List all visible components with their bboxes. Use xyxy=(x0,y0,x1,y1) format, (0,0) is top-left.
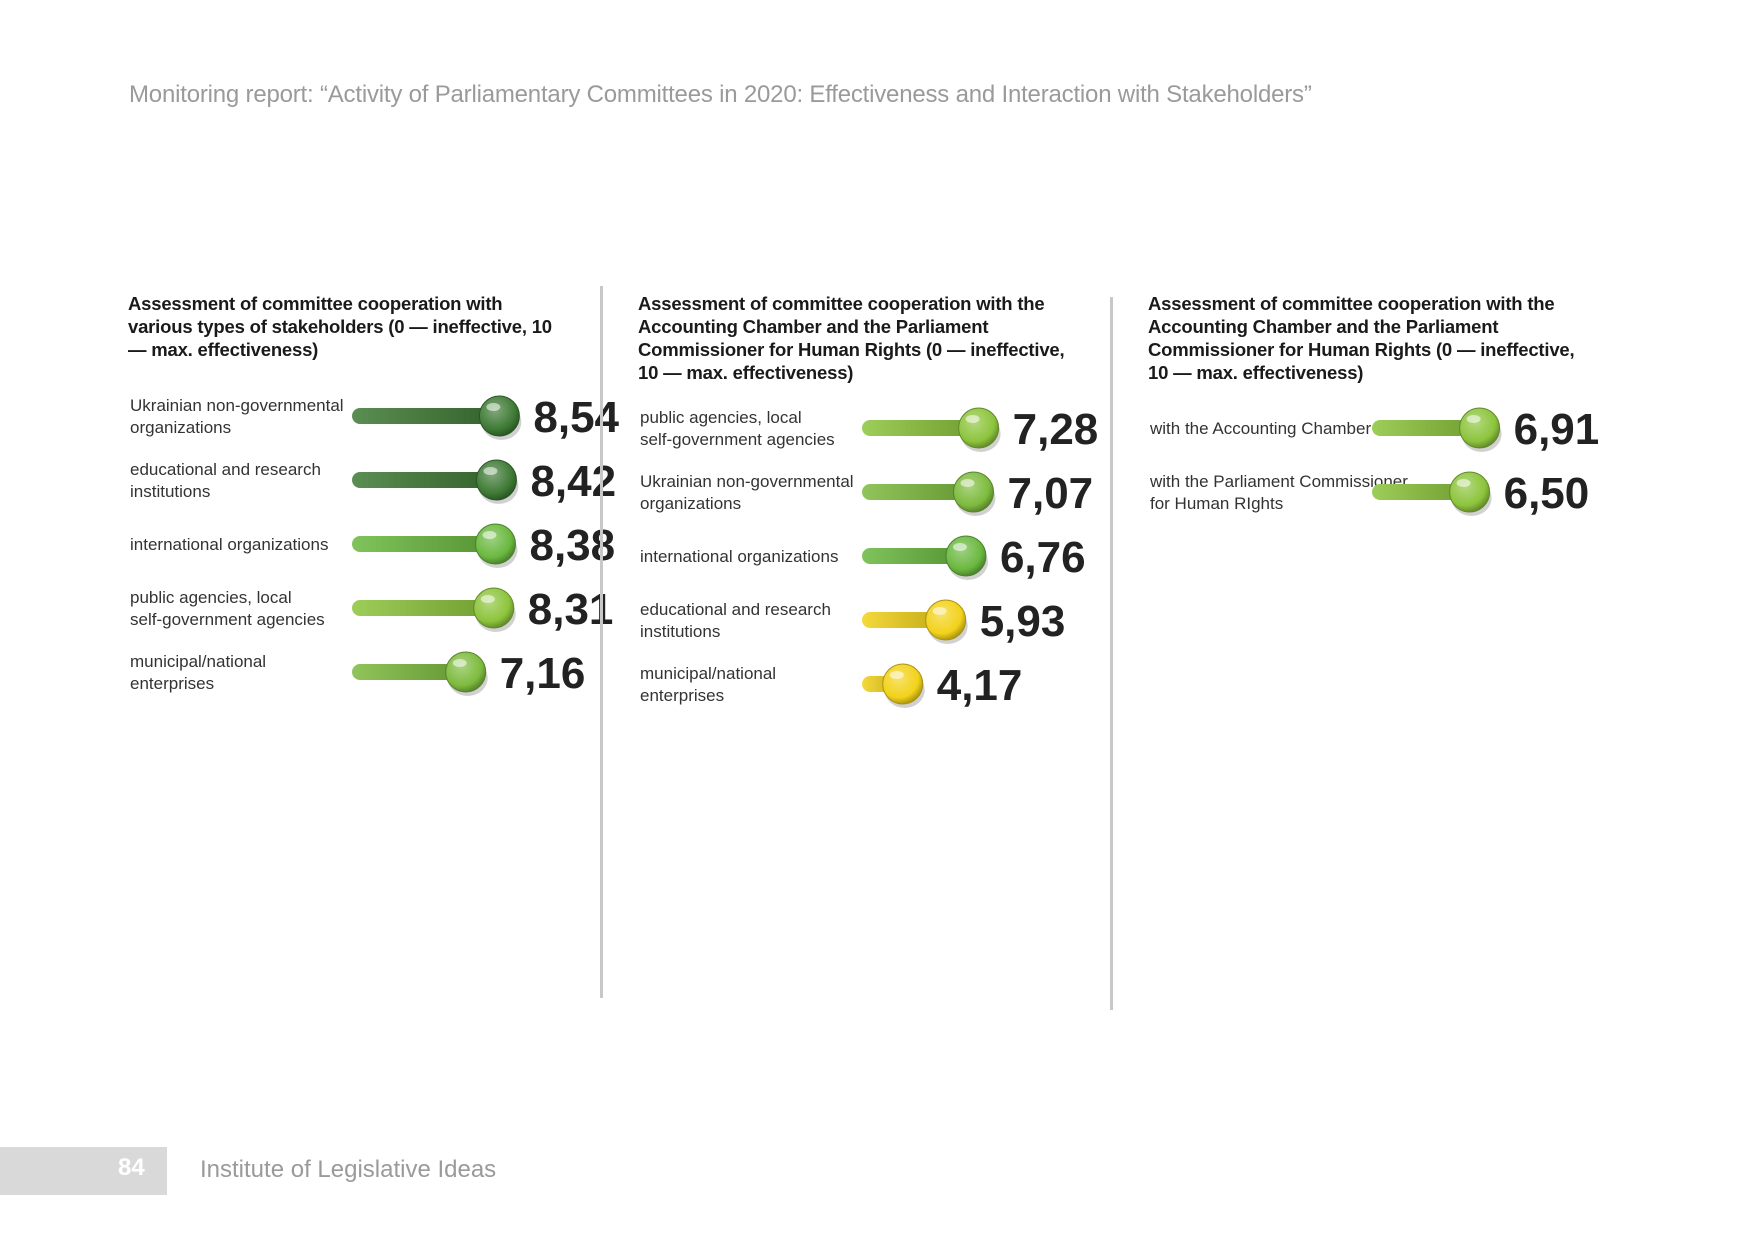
category-label: public agencies, local self-government ag… xyxy=(130,588,325,629)
category-label: Ukrainian non-governmental organizations xyxy=(130,396,344,437)
bar-knob xyxy=(953,471,995,513)
page-number: 84 xyxy=(118,1154,145,1181)
value-label: 8,42 xyxy=(530,457,616,506)
category-label: international organizations xyxy=(130,535,328,554)
bar-knob xyxy=(945,535,987,577)
bar-knob xyxy=(474,523,516,565)
bar-knob xyxy=(475,459,517,501)
bar xyxy=(862,548,966,564)
bar xyxy=(352,536,496,552)
bar-knob-highlight xyxy=(483,467,498,475)
bar-knob-highlight xyxy=(452,659,467,667)
chart-accounting-vs-commissioner-svg: with the Accounting Chamber 6,91 with the … xyxy=(1149,405,1599,518)
chart-accounting-commissioner-svg: public agencies, local self-government ag… xyxy=(640,405,1098,710)
column-divider xyxy=(1110,297,1113,1010)
bar xyxy=(352,472,497,488)
bar-knob xyxy=(882,663,924,705)
bar-knob xyxy=(958,407,1000,449)
bar-knob-highlight xyxy=(1456,479,1471,487)
value-label: 5,93 xyxy=(980,597,1066,646)
category-label: Ukrainian non-governmental organizations xyxy=(640,472,854,513)
bar-knob xyxy=(445,651,487,693)
report-header: Monitoring report: “Activity of Parliame… xyxy=(129,81,1312,108)
category-label: with the Parliament Commissioner for Huma… xyxy=(1149,472,1408,513)
bar xyxy=(352,664,466,680)
category-label: with the Accounting Chamber xyxy=(1149,419,1371,438)
value-label: 8,31 xyxy=(528,585,614,634)
bar-knob-highlight xyxy=(932,607,947,615)
chart-accounting-vs-commissioner: Assessment of committee cooperation with… xyxy=(1148,292,1599,518)
bar-knob xyxy=(1459,407,1501,449)
bar xyxy=(862,612,946,628)
bar-knob-highlight xyxy=(889,671,904,679)
chart-title: Assessment of committee cooperation with… xyxy=(638,293,1065,383)
chart-title: Assessment of committee cooperation with… xyxy=(128,293,552,360)
bar xyxy=(862,420,979,436)
bar-knob-highlight xyxy=(482,531,497,539)
bar-knob xyxy=(925,599,967,641)
bar-knob-highlight xyxy=(952,543,967,551)
bar-knob-highlight xyxy=(486,403,501,411)
bar-knob xyxy=(473,587,515,629)
bar-knob-highlight xyxy=(1466,415,1481,423)
value-label: 6,91 xyxy=(1514,405,1600,454)
value-label: 7,16 xyxy=(500,649,586,698)
value-label: 8,54 xyxy=(533,393,619,442)
chart-stakeholders-svg: Ukrainian non-governmental organizations 8… xyxy=(130,393,620,698)
value-label: 7,28 xyxy=(1013,405,1099,454)
bar xyxy=(352,600,494,616)
bar-knob-highlight xyxy=(960,479,975,487)
bar-knob-highlight xyxy=(965,415,980,423)
category-label: international organizations xyxy=(640,547,838,566)
category-label: educational and research institutions xyxy=(640,600,831,641)
bar xyxy=(862,484,974,500)
value-label: 6,50 xyxy=(1504,469,1590,518)
chart-stakeholders: Assessment of committee cooperation with… xyxy=(128,292,620,698)
value-label: 4,17 xyxy=(937,661,1023,710)
bar-knob xyxy=(478,395,520,437)
value-label: 6,76 xyxy=(1000,533,1086,582)
value-label: 7,07 xyxy=(1008,469,1094,518)
page-number-box xyxy=(0,1147,167,1195)
bar xyxy=(1372,484,1470,500)
bar-knob-highlight xyxy=(480,595,495,603)
chart-accounting-commissioner: Assessment of committee cooperation with… xyxy=(638,292,1098,710)
chart-title: Assessment of committee cooperation with… xyxy=(1148,293,1575,383)
publisher-name: Institute of Legislative Ideas xyxy=(200,1156,497,1183)
bar xyxy=(1372,420,1480,436)
column-divider xyxy=(600,286,603,998)
category-label: municipal/national enterprises xyxy=(640,664,776,705)
bar xyxy=(352,408,500,424)
category-label: public agencies, local self-government ag… xyxy=(640,408,835,449)
category-label: educational and research institutions xyxy=(130,460,321,501)
category-label: municipal/national enterprises xyxy=(130,652,266,693)
bar-knob xyxy=(1449,471,1491,513)
